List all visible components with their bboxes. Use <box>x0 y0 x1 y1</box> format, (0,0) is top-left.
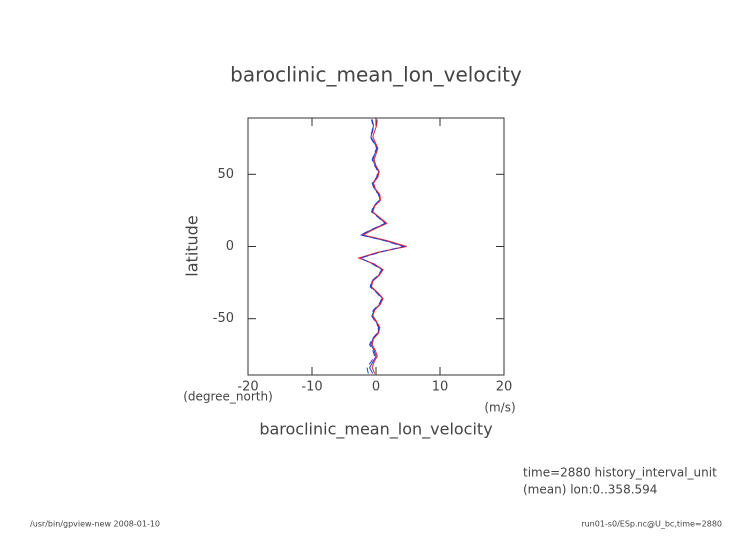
y-axis-label: latitude <box>183 215 202 276</box>
x-tick-label: 0 <box>372 380 380 395</box>
annotation: (mean) lon:0..358.594 <box>523 483 657 497</box>
chart-title: baroclinic_mean_lon_velocity <box>230 63 522 87</box>
x-tick-label: 10 <box>432 380 449 395</box>
series-line <box>359 119 406 374</box>
series-line <box>358 119 407 374</box>
y-tick-label: -50 <box>213 311 234 326</box>
x-axis-label: baroclinic_mean_lon_velocity <box>259 420 492 440</box>
annotation: time=2880 history_interval_unit <box>523 466 717 480</box>
x-unit: (m/s) <box>484 401 515 415</box>
y-tick-label: 50 <box>217 167 234 182</box>
y-tick-label: 0 <box>226 239 234 254</box>
footer: run01-s0/ESp.nc@U_bc,time=2880 <box>581 520 722 529</box>
x-tick-label: 20 <box>496 380 513 395</box>
x-tick-label: -20 <box>237 380 258 395</box>
y-unit: (degree_north) <box>183 390 273 404</box>
series-line <box>357 119 407 374</box>
x-tick-label: -10 <box>301 380 322 395</box>
footer: /usr/bin/gpview-new 2008-01-10 <box>30 520 160 529</box>
